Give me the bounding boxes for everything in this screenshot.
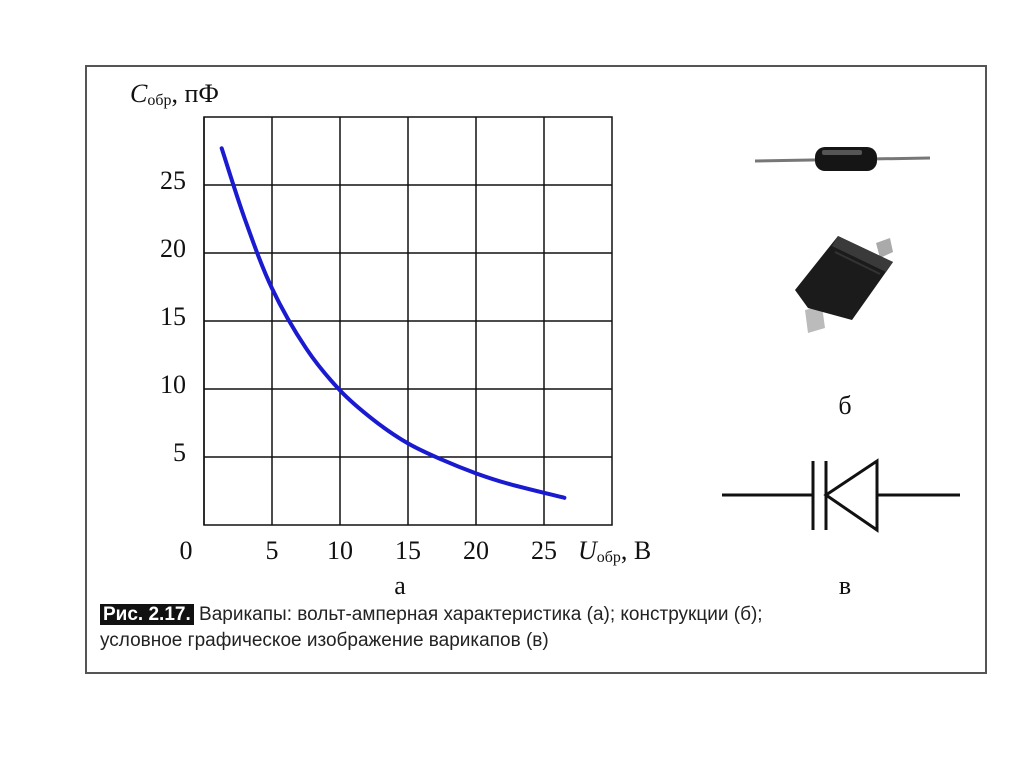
- curve: [219, 146, 567, 500]
- caption: Рис. 2.17. Варикапы: вольт-амперная хара…: [100, 602, 960, 654]
- caption-line: условное графическое изображение варикап…: [100, 630, 549, 651]
- y-tick-label: 5: [173, 438, 186, 467]
- panel-label: б: [838, 391, 851, 420]
- figure-number: Рис. 2.17.: [100, 604, 194, 625]
- x-label-sub: обр: [597, 549, 621, 566]
- x-label-unit: , В: [621, 536, 651, 565]
- y-tick-label: 25: [160, 166, 186, 195]
- caption-text: Варикапы: вольт-амперная характеристика …: [199, 604, 763, 625]
- y-label-sub: обр: [147, 92, 171, 109]
- x-axis-label: Uобр, В: [578, 536, 651, 566]
- axial-component: [754, 147, 931, 171]
- x-tick-label: 10: [327, 536, 353, 565]
- caption-line: Рис. 2.17. Варикапы: вольт-амперная хара…: [100, 602, 960, 628]
- y-tick-label: 20: [160, 234, 186, 263]
- x-tick-label: 20: [463, 536, 489, 565]
- panel-label: а: [394, 571, 406, 600]
- y-axis-label: Cобр, пФ: [130, 79, 219, 109]
- x-label-symbol: U: [578, 536, 599, 565]
- x-tick-label: 25: [531, 536, 557, 565]
- panel-label: в: [839, 571, 851, 600]
- y-label-symbol: C: [130, 79, 148, 108]
- y-tick-label: 10: [160, 370, 186, 399]
- y-tick-label: 15: [160, 302, 186, 331]
- varicap-symbol: [722, 458, 960, 533]
- slide-frame: [85, 65, 987, 674]
- x-tick-label: 0: [180, 536, 193, 565]
- smd-component: [795, 236, 893, 333]
- x-tick-label: 15: [395, 536, 421, 565]
- x-tick-label: 5: [266, 536, 279, 565]
- y-label-unit: , пФ: [171, 79, 218, 108]
